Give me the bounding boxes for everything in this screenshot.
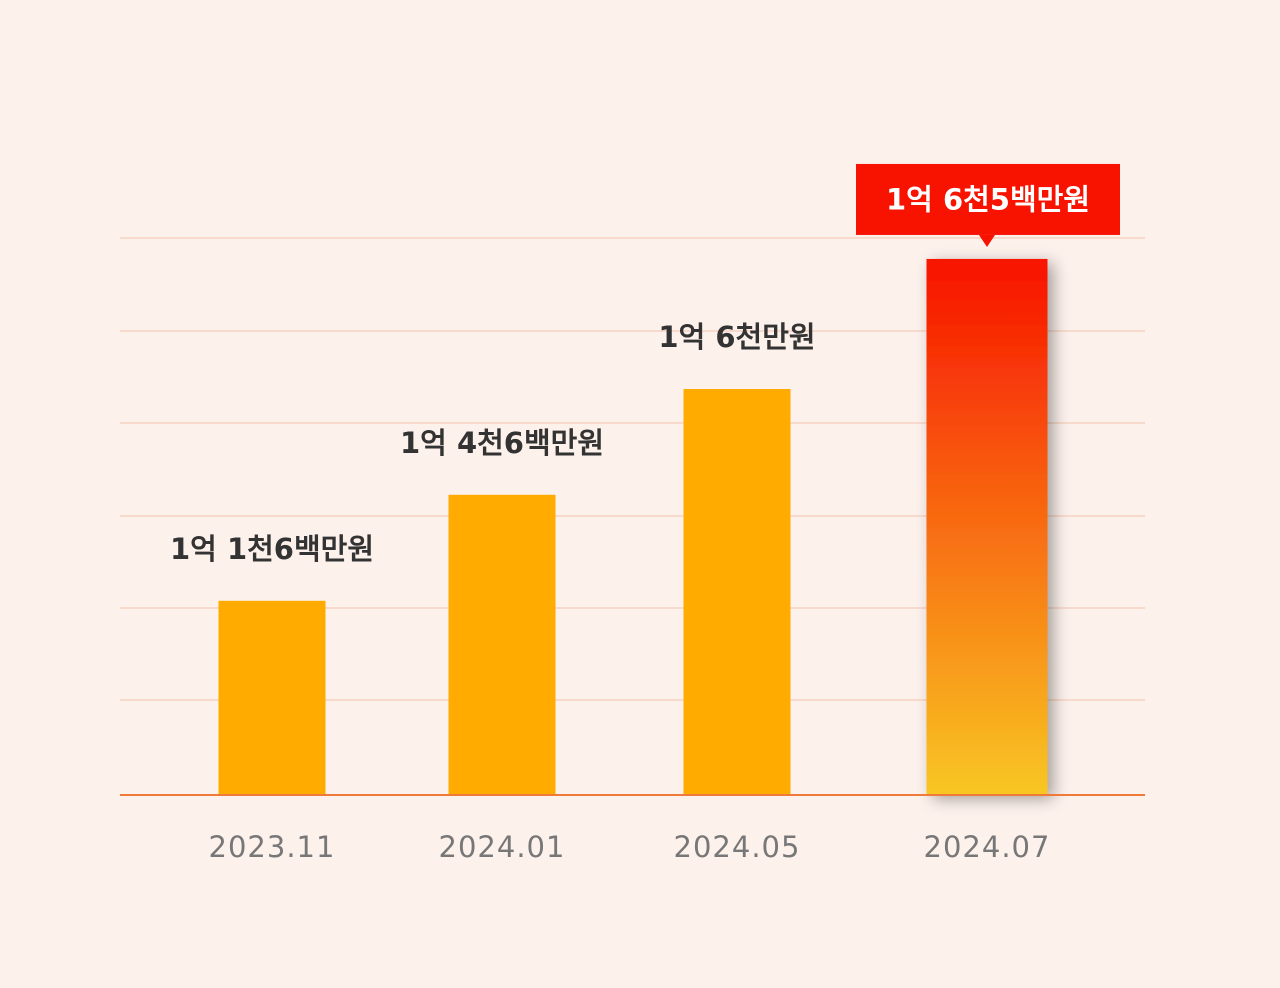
data-label-2024.05: 1억 6천만원 — [658, 320, 815, 354]
x-axis: 2023.11 2024.01 2024.05 2024.07 — [120, 794, 1145, 864]
x-tick-label: 2024.05 — [674, 830, 801, 864]
x-tick-label: 2024.01 — [439, 830, 566, 864]
data-label-2024.07: 1억 6천5백만원 — [886, 182, 1090, 216]
x-tick-label: 2023.11 — [209, 830, 336, 864]
bar-2023.11 — [218, 600, 326, 795]
data-label-2023.11: 1억 1천6백만원 — [170, 532, 374, 566]
x-tick-label: 2024.07 — [924, 830, 1051, 864]
highlight-callout: 1억 6천5백만원 — [856, 163, 1120, 247]
callout-box — [856, 163, 1120, 235]
callout-pointer — [979, 234, 995, 247]
bar-2024.07 — [926, 258, 1048, 795]
bar-2024.05 — [683, 389, 791, 795]
bars — [218, 258, 1048, 795]
data-label-2024.01: 1억 4천6백만원 — [400, 426, 604, 460]
data-labels: 1억 1천6백만원 1억 4천6백만원 1억 6천만원 1억 6천5백만원 — [170, 163, 1120, 566]
bar-2024.01 — [448, 494, 556, 795]
